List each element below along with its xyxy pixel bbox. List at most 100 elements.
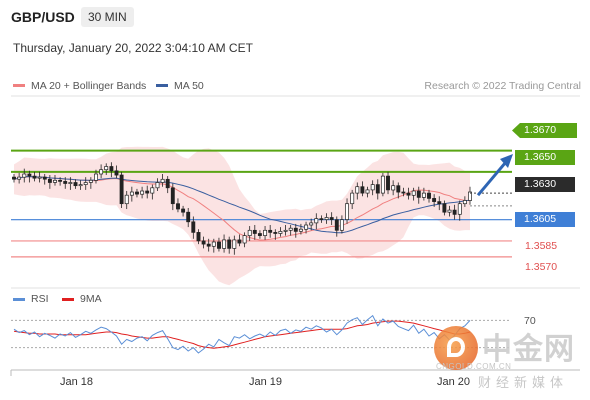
candle-body [304,224,309,230]
candle-body [416,190,421,198]
candle-body [365,189,370,194]
candle-body [170,187,175,205]
watermark-logo-icon [434,326,478,370]
candle-body [421,192,426,198]
candle-body [247,229,252,236]
rsi-swatch [13,297,25,301]
candle-body [114,170,119,176]
candle-body [401,191,406,194]
legend-ma20-label: MA 20 + Bollinger Bands [31,80,147,92]
level-tag-3-text: 1.3605 [524,213,557,225]
candle-body [257,233,262,236]
candle-body [176,203,180,210]
candle-body [293,227,298,232]
level-tag-3: 1.3605 [515,212,575,227]
candle-body [329,217,334,220]
rsi-line [13,314,471,354]
watermark-url: CNGOLD.COM.CN [436,362,512,371]
candle-body [186,211,191,223]
candle-body [324,217,329,220]
candle-body [104,166,109,171]
candle-body [375,184,380,194]
candle-body [355,186,360,194]
datetime-label: Thursday, January 20, 2022 3:04:10 AM CE… [13,41,253,55]
candle-body [109,166,114,172]
candle-body [432,198,437,202]
candle-body [145,190,150,194]
level-tag-2-text: 1.3650 [524,151,557,163]
candle-body [94,173,98,181]
candle-body [47,178,52,183]
candle-body [273,232,278,234]
current-price-tag: 1.3630 [515,177,575,192]
candle-body [53,179,57,183]
x-tick-jan19: Jan 19 [249,376,283,388]
candle-body [288,227,293,231]
candle-body [37,176,42,179]
current-price-text: 1.3630 [524,178,557,190]
candle-body [391,185,396,191]
ma50-swatch [156,83,168,87]
forecast-arrow-shaft [476,160,508,197]
candle-body [124,194,129,205]
candle-body [201,240,206,245]
legend-rsi-label: RSI [31,293,49,305]
candle-body [222,239,227,249]
candle-body [78,184,83,187]
candle-body [396,185,401,193]
chart-header: GBP/USD 30 MIN [0,0,590,34]
candle-body [150,187,155,194]
candle-body [360,186,365,194]
level-tag-1-text: 1.3670 [524,124,557,136]
candle-body [370,184,375,191]
candle-body [42,176,47,180]
level-tag-5: 1.3570 [525,261,558,273]
candle-body [406,192,411,196]
candle-body [63,181,68,184]
candle-body [227,239,232,249]
candle-body [452,209,457,215]
candle-body [27,173,32,177]
candle-body [12,176,16,180]
candle-body [17,176,22,180]
candle-body [119,174,124,205]
legend-ma50: MA 50 [156,80,204,92]
candle-body [345,203,349,220]
legend-9ma-label: 9MA [80,293,102,305]
timeframe-badge[interactable]: 30 MIN [81,7,134,27]
candle-body [140,190,145,195]
candle-body [283,229,288,232]
candle-body [380,175,385,194]
candle-body [32,175,37,179]
candle-body [278,231,283,234]
candle-body [462,200,467,205]
candle-body [314,218,319,224]
candle-body [211,241,216,247]
legend-rsi: RSI [13,293,49,305]
candle-body [298,228,303,232]
candle-body [196,232,201,242]
candle-body [268,229,273,233]
candle-body [442,203,447,213]
candle-body [68,182,73,184]
candle-body [252,229,257,234]
x-tick-jan18: Jan 18 [60,376,94,388]
candle-body [447,209,452,213]
watermark-sub: 财经新媒体 [478,375,569,390]
legend-ma20: MA 20 + Bollinger Bands [13,80,146,92]
candle-body [319,218,324,221]
candle-body [427,192,431,199]
legend-9ma: 9MA [62,293,102,305]
candle-body [237,239,242,244]
candle-body [339,219,344,231]
candle-body [22,173,27,178]
candle-body [263,229,268,236]
candle-body [242,235,247,244]
level-tag-1: 1.3670 [512,123,577,138]
candle-body [232,239,237,249]
candle-body [73,182,78,187]
candle-body [411,190,416,196]
bollinger-band [14,146,470,286]
candle-body [191,221,196,233]
